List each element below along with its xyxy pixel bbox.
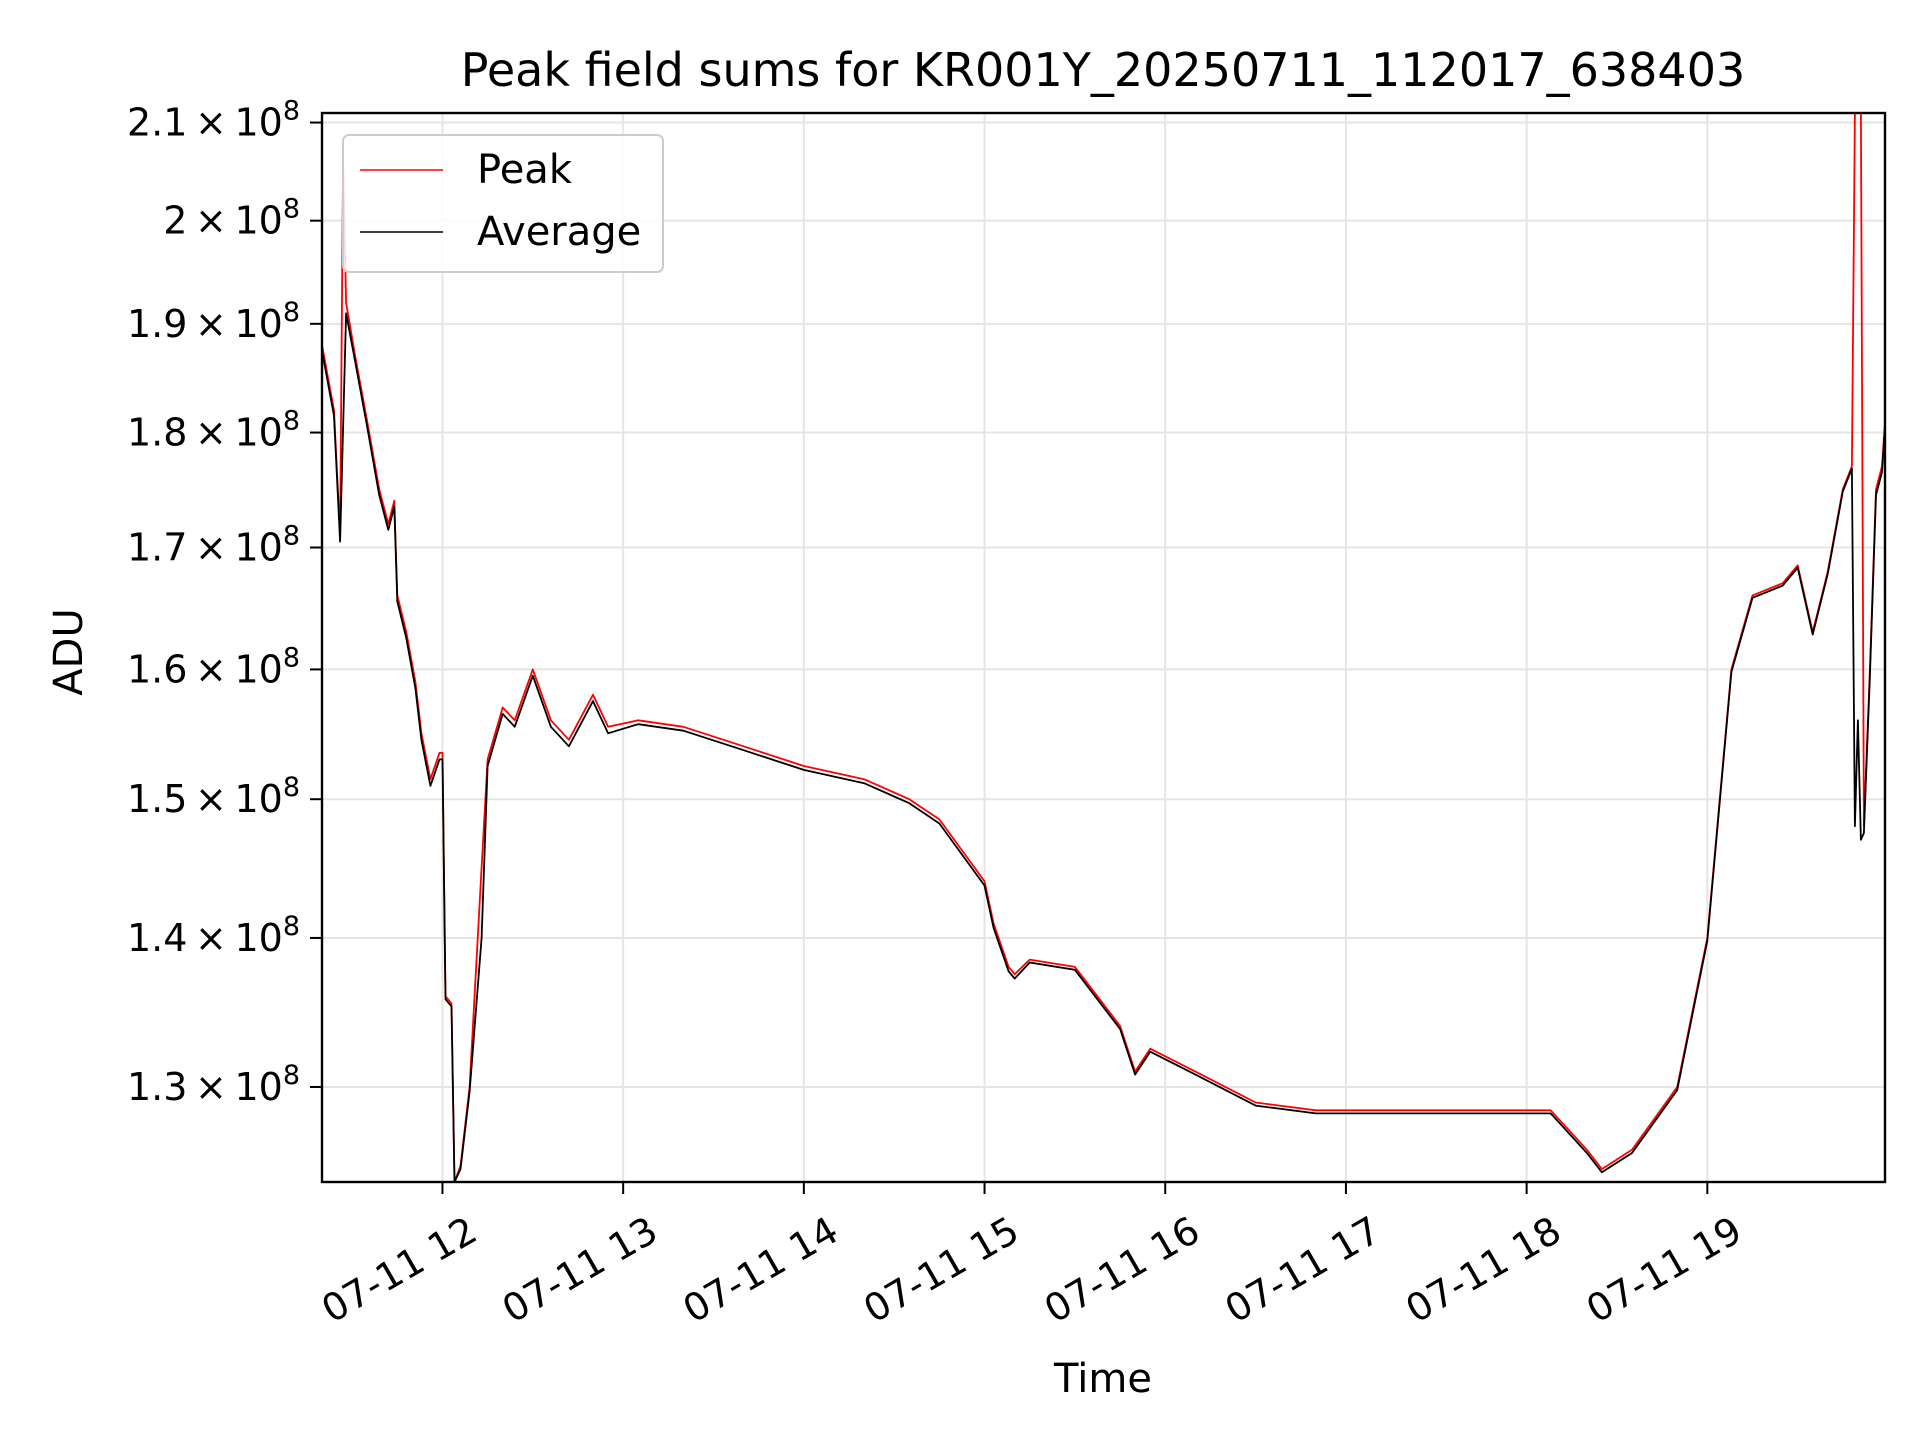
x-tick-label: 07-11 14 [676,1208,846,1332]
y-tick-label: 1.8 × 108 [127,406,300,455]
plot-frame [320,111,1887,1184]
y-tick-label: 1.9 × 108 [127,297,300,346]
legend: Peak Average [342,134,664,273]
y-tick-label: 2 × 108 [163,194,300,243]
legend-label-peak: Peak [477,147,573,193]
y-tick-label: 1.5 × 108 [127,772,300,821]
x-tick-label: 07-11 12 [314,1208,484,1332]
x-tick-label: 07-11 15 [856,1208,1026,1332]
series-line-peak [322,113,1885,1182]
x-tick-label: 07-11 19 [1579,1208,1749,1332]
series-layer [322,113,1885,1182]
x-tick-label: 07-11 17 [1218,1208,1388,1332]
y-axis-label: ADU [46,608,92,695]
series-line-average [322,312,1885,1182]
x-tick-label: 07-11 13 [495,1208,665,1332]
x-tick-label: 07-11 16 [1037,1208,1207,1332]
y-tick-label: 2.1 × 108 [127,96,300,145]
y-tick-label: 1.3 × 108 [127,1060,300,1109]
chart-title: Peak field sums for KR001Y_20250711_1120… [461,43,1745,97]
y-tick-label: 1.7 × 108 [127,520,300,569]
legend-label-average: Average [477,209,641,255]
grid [322,113,1885,1182]
x-axis-ticks: 07-11 12 07-11 13 07-11 14 07-11 15 07-11 16… [314,1182,1749,1332]
y-tick-label: 1.6 × 108 [127,642,300,691]
x-axis-label: Time [1053,1356,1152,1402]
y-tick-label: 1.4 × 108 [127,911,300,960]
x-tick-label: 07-11 18 [1398,1208,1568,1332]
y-axis-ticks: 1.3 × 108 1.4 × 108 1.5 × 108 1.6 × 108 1.7 … [127,96,322,1109]
